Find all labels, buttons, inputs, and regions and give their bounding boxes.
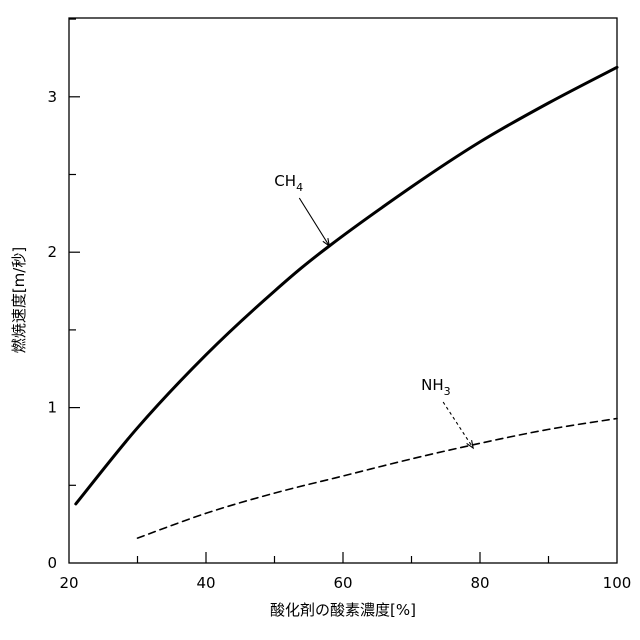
y-axis-ticks: 0 1 2 3 — [47, 19, 80, 572]
x-tick-label: 80 — [470, 574, 489, 592]
series-label-ch4: CH4 — [274, 172, 303, 194]
y-tick-label: 1 — [47, 399, 57, 417]
annotation-arrow-line — [443, 402, 473, 448]
y-tick-label: 0 — [47, 554, 57, 572]
x-tick-label: 40 — [196, 574, 215, 592]
series-line-ch4 — [76, 67, 617, 504]
x-tick-label: 20 — [59, 574, 78, 592]
annotation-arrowhead — [323, 238, 329, 246]
series-lines — [76, 67, 617, 538]
y-axis-label: 燃焼速度[m/秒] — [10, 247, 28, 353]
series-line-nh3 — [138, 419, 618, 539]
x-tick-label: 100 — [603, 574, 632, 592]
x-axis-ticks: 20 40 60 80 100 — [59, 552, 631, 592]
x-tick-label: 60 — [333, 574, 352, 592]
y-tick-label: 2 — [47, 243, 57, 261]
plot-frame — [69, 18, 617, 563]
x-axis-label: 酸化剤の酸素濃度[%] — [270, 601, 416, 619]
annotation-arrow-line — [299, 198, 329, 246]
y-tick-label: 3 — [47, 88, 57, 106]
series-label-nh3: NH3 — [421, 376, 451, 398]
